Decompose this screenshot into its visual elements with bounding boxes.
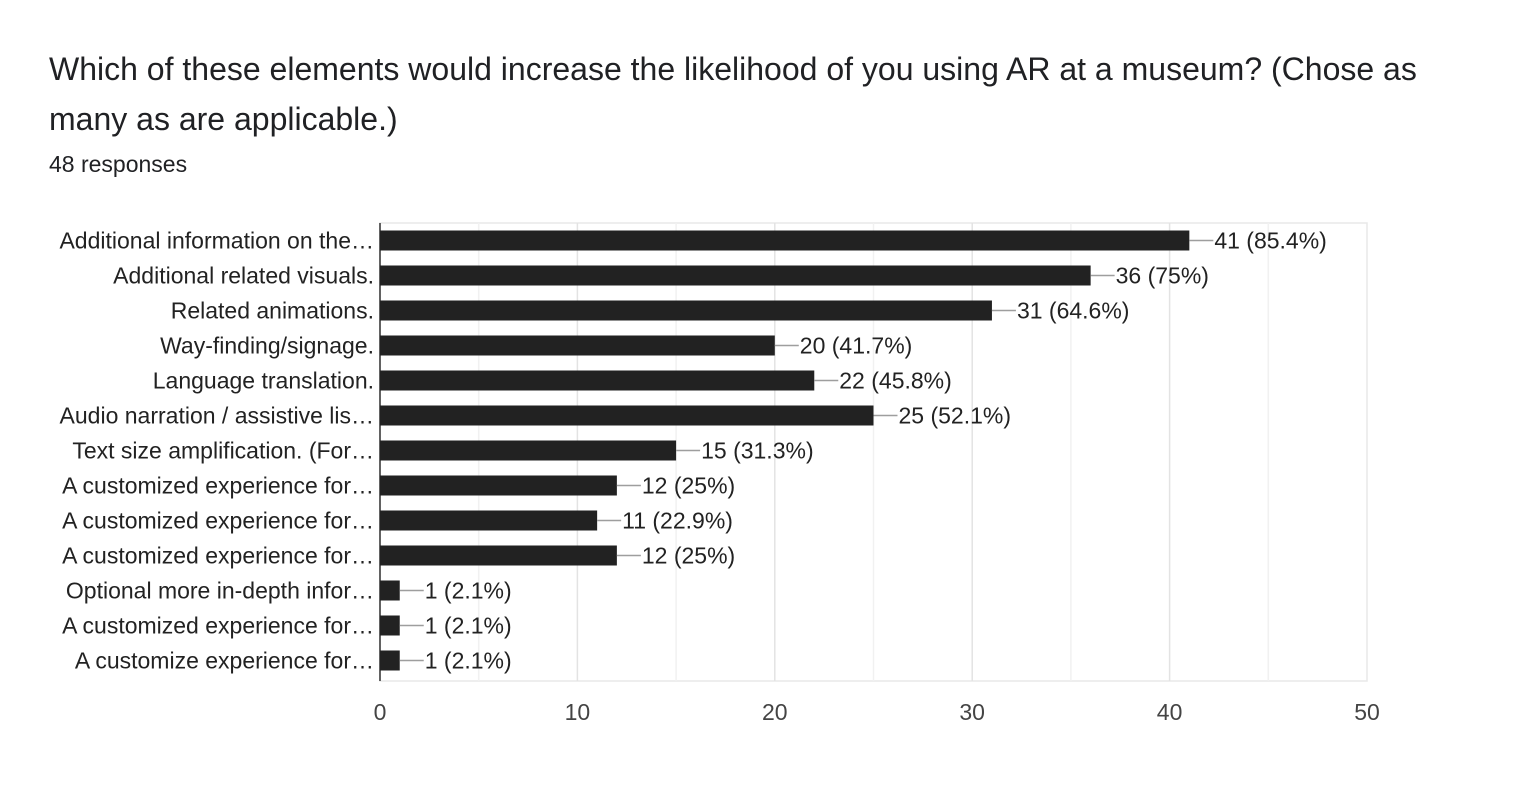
value-label: 1 (2.1%) [425, 613, 512, 639]
bar [380, 440, 677, 461]
chart-labels: 0 10 20 30 40 50 Additional information on the… [59, 228, 1379, 726]
category-label: Way-finding/signage. [160, 333, 374, 359]
category-label: A customized experience for… [62, 543, 374, 569]
category-label: Additional related visuals. [113, 263, 374, 289]
bar [380, 580, 400, 601]
x-tick-label: 10 [565, 699, 591, 725]
question-title: Which of these elements would increase t… [49, 51, 1417, 137]
category-label: A customized experience for… [62, 613, 374, 639]
value-label: 41 (85.4%) [1214, 228, 1327, 254]
category-label: A customized experience for… [62, 473, 374, 499]
value-label: 12 (25%) [642, 473, 735, 499]
x-tick-label: 40 [1157, 699, 1183, 725]
value-label: 36 (75%) [1116, 263, 1209, 289]
response-count: 48 responses [49, 151, 188, 177]
value-label: 20 (41.7%) [800, 333, 913, 359]
category-label: Audio narration / assistive lis… [60, 403, 374, 429]
category-label: Related animations. [171, 298, 374, 324]
bar [380, 545, 617, 566]
category-label: Text size amplification. (For… [72, 438, 374, 464]
value-label: 22 (45.8%) [839, 368, 952, 394]
bar [380, 370, 815, 391]
x-tick-label: 50 [1354, 699, 1380, 725]
bar [380, 615, 400, 636]
bar [380, 265, 1091, 286]
chart-bars [380, 230, 1190, 671]
value-label: 15 (31.3%) [701, 438, 814, 464]
value-label: 31 (64.6%) [1017, 298, 1130, 324]
bar [380, 650, 400, 671]
value-label: 1 (2.1%) [425, 578, 512, 604]
category-label: Language translation. [153, 368, 374, 394]
value-label: 1 (2.1%) [425, 648, 512, 674]
bar [380, 335, 775, 356]
bar [380, 230, 1190, 251]
category-label: Additional information on the… [59, 228, 374, 254]
x-tick-label: 30 [959, 699, 985, 725]
bar [380, 405, 874, 426]
bar [380, 475, 617, 496]
bar [380, 300, 992, 321]
x-tick-label: 20 [762, 699, 788, 725]
value-label: 25 (52.1%) [899, 403, 1012, 429]
value-label: 12 (25%) [642, 543, 735, 569]
category-label: A customized experience for… [62, 508, 374, 534]
category-label: A customize experience for… [75, 648, 374, 674]
value-label: 11 (22.9%) [622, 508, 733, 534]
x-tick-label: 0 [374, 699, 387, 725]
category-label: Optional more in-depth infor… [66, 578, 374, 604]
bar [380, 510, 598, 531]
